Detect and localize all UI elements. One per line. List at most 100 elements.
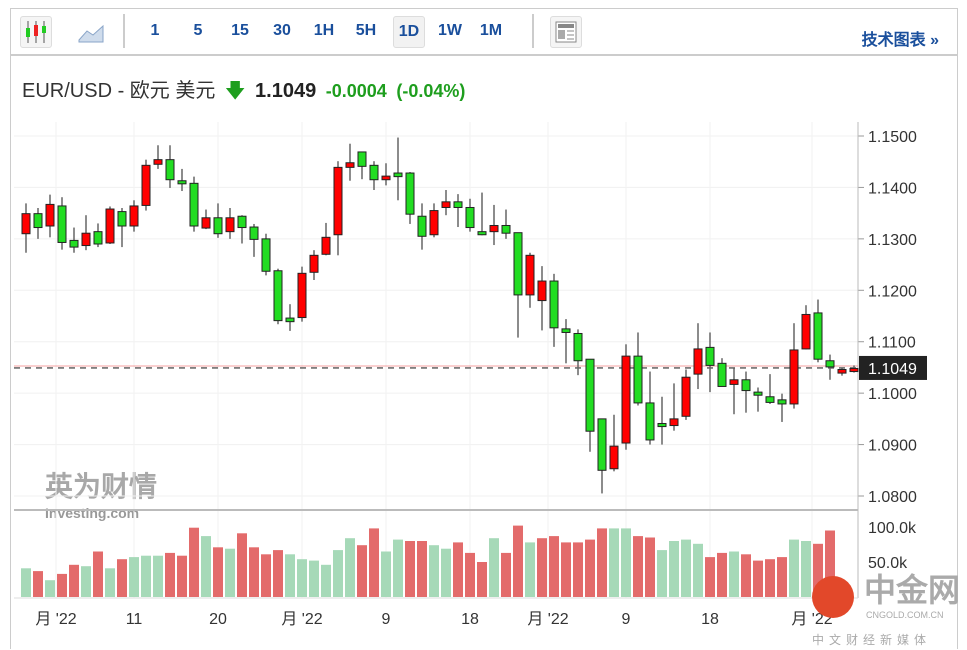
interval-5h[interactable]: 5H <box>355 22 377 39</box>
volume-bar <box>465 552 475 597</box>
toolbar-divider <box>123 14 125 48</box>
volume-bar <box>105 568 115 597</box>
volume-bar <box>213 547 223 597</box>
volume-bar <box>153 555 163 597</box>
cngold-domain: CNGOLD.COM.CN <box>866 610 944 620</box>
interval-1[interactable]: 1 <box>150 22 160 39</box>
volume-bar <box>573 542 583 597</box>
candle-up <box>141 164 151 206</box>
candle-down <box>549 280 559 329</box>
volume-bar <box>45 580 55 597</box>
interval-1m[interactable]: 1M <box>479 22 503 39</box>
x-tick-label: 月 '22 <box>281 611 322 628</box>
y-tick-label: 1.1000 <box>868 386 917 403</box>
candlestick-icon[interactable] <box>20 16 52 48</box>
candle-up <box>837 368 847 374</box>
y-tick-label: 1.1300 <box>868 232 917 249</box>
volume-bar <box>189 527 199 597</box>
volume-bar <box>501 552 511 597</box>
current-price-label: 1.1049 <box>868 361 917 378</box>
volume-bar <box>357 545 367 597</box>
y-tick-label: 1.1200 <box>868 283 917 300</box>
cngold-logo: 中金网 CNGOLD.COM.CN 中文财经新媒体 <box>808 572 966 650</box>
candle-down <box>69 239 79 248</box>
x-tick-label: 20 <box>209 611 227 628</box>
volume-bar <box>81 566 91 597</box>
candle-up <box>21 213 31 235</box>
volume-bar <box>225 548 235 597</box>
x-tick-label: 11 <box>126 611 143 628</box>
candle-down <box>117 211 127 227</box>
volume-bar <box>693 543 703 597</box>
x-tick-label: 9 <box>622 611 631 628</box>
candle-up <box>321 236 331 255</box>
news-layout-icon[interactable] <box>550 16 582 48</box>
candle-down <box>405 172 415 215</box>
volume-bar <box>297 559 307 597</box>
chart-toolbar: 1 5 15 30 1H 5H 1D 1W 1M 技术图表 » <box>10 8 957 56</box>
volume-tick-label: 100.0k <box>868 520 917 537</box>
interval-1d[interactable]: 1D <box>393 16 425 48</box>
volume-bar <box>609 528 619 597</box>
volume-bar <box>489 538 499 597</box>
candle-up <box>537 280 547 302</box>
candle-down <box>93 231 103 245</box>
current-price-badge <box>859 355 927 380</box>
price-change: -0.0004 <box>325 81 387 101</box>
volume-bar <box>621 528 631 597</box>
candle-down <box>417 215 427 237</box>
volume-bar <box>789 539 799 597</box>
toolbar-divider <box>532 14 534 48</box>
y-tick-label: 1.1400 <box>868 180 917 197</box>
interval-5[interactable]: 5 <box>193 22 203 39</box>
candle-down <box>585 358 595 432</box>
interval-1w[interactable]: 1W <box>438 22 462 39</box>
volume-bar <box>345 538 355 597</box>
cngold-name: 中金网 <box>864 572 961 608</box>
volume-bar <box>141 555 151 597</box>
candle-down <box>765 396 775 403</box>
y-tick-label: 1.0800 <box>868 489 917 506</box>
volume-bar <box>417 541 427 597</box>
candle-up <box>429 210 439 236</box>
candle-down <box>237 215 247 229</box>
volume-bar <box>777 557 787 597</box>
interval-30[interactable]: 30 <box>273 22 291 39</box>
candle-down <box>57 205 67 243</box>
candle-up <box>621 355 631 444</box>
interval-1h[interactable]: 1H <box>313 22 335 39</box>
volume-bar <box>165 552 175 597</box>
volume-bar <box>129 557 139 597</box>
candle-down <box>285 317 295 323</box>
volume-bar <box>681 539 691 597</box>
area-chart-icon[interactable] <box>76 18 106 46</box>
candle-up <box>81 232 91 247</box>
cngold-logo-icon <box>812 576 854 618</box>
candle-down <box>705 346 715 366</box>
volume-bar <box>441 548 451 597</box>
candle-down <box>165 159 175 181</box>
volume-bar <box>117 559 127 597</box>
volume-bar <box>657 550 667 597</box>
volume-bar <box>285 554 295 597</box>
candle-down <box>369 164 379 181</box>
volume-bar <box>513 525 523 597</box>
candle-down <box>825 360 835 368</box>
candle-down <box>561 328 571 333</box>
technical-chart-link[interactable]: 技术图表 » <box>861 32 939 49</box>
volume-bar <box>177 555 187 597</box>
candle-down <box>273 270 283 322</box>
candle-down <box>465 206 475 229</box>
candle-up <box>309 254 319 273</box>
candle-up <box>105 208 115 244</box>
candle-up <box>609 445 619 470</box>
candle-down <box>453 201 463 208</box>
volume-bar <box>645 537 655 597</box>
interval-15[interactable]: 15 <box>231 22 249 39</box>
volume-bar <box>753 560 763 597</box>
last-price: 1.1049 <box>255 80 317 102</box>
volume-bar <box>33 571 43 597</box>
candle-up <box>441 201 451 208</box>
symbol-title: EUR/USD - 欧元 美元 <box>22 80 216 102</box>
